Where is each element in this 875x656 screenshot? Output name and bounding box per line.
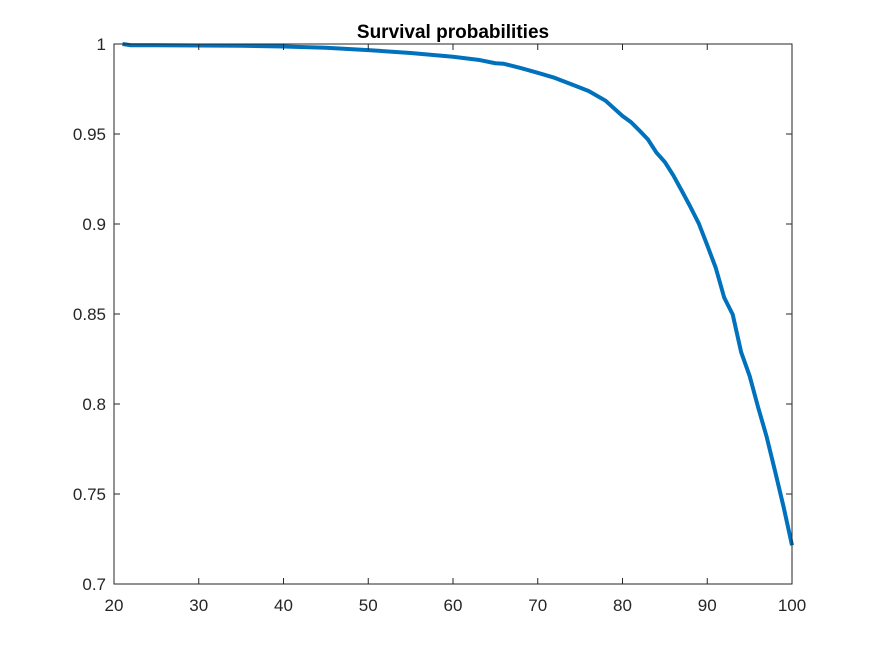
x-tick-label: 30 <box>189 596 208 615</box>
x-tick-label: 50 <box>359 596 378 615</box>
y-tick-label: 1 <box>97 35 106 54</box>
y-axis-ticks: 0.7 0.75 0.8 0.85 0.9 0.95 1 <box>73 35 792 594</box>
series-layer <box>122 42 794 546</box>
x-tick-label: 60 <box>444 596 463 615</box>
y-tick-label: 0.85 <box>73 305 106 324</box>
x-tick-label: 20 <box>105 596 124 615</box>
y-tick-label: 0.95 <box>73 125 106 144</box>
y-tick-label: 0.75 <box>73 485 106 504</box>
y-tick-label: 0.8 <box>82 395 106 414</box>
x-tick-label: 80 <box>613 596 632 615</box>
y-tick-label: 0.9 <box>82 215 106 234</box>
x-tick-label: 40 <box>274 596 293 615</box>
plot-area <box>114 44 792 584</box>
y-tick-label: 0.7 <box>82 575 106 594</box>
x-tick-label: 90 <box>698 596 717 615</box>
x-axis-ticks: 20 30 40 50 60 70 80 90 100 <box>105 44 806 615</box>
survival-series-line <box>122 42 794 546</box>
x-tick-label: 70 <box>528 596 547 615</box>
x-tick-label: 100 <box>778 596 806 615</box>
chart-title: Survival probabilities <box>357 22 549 43</box>
